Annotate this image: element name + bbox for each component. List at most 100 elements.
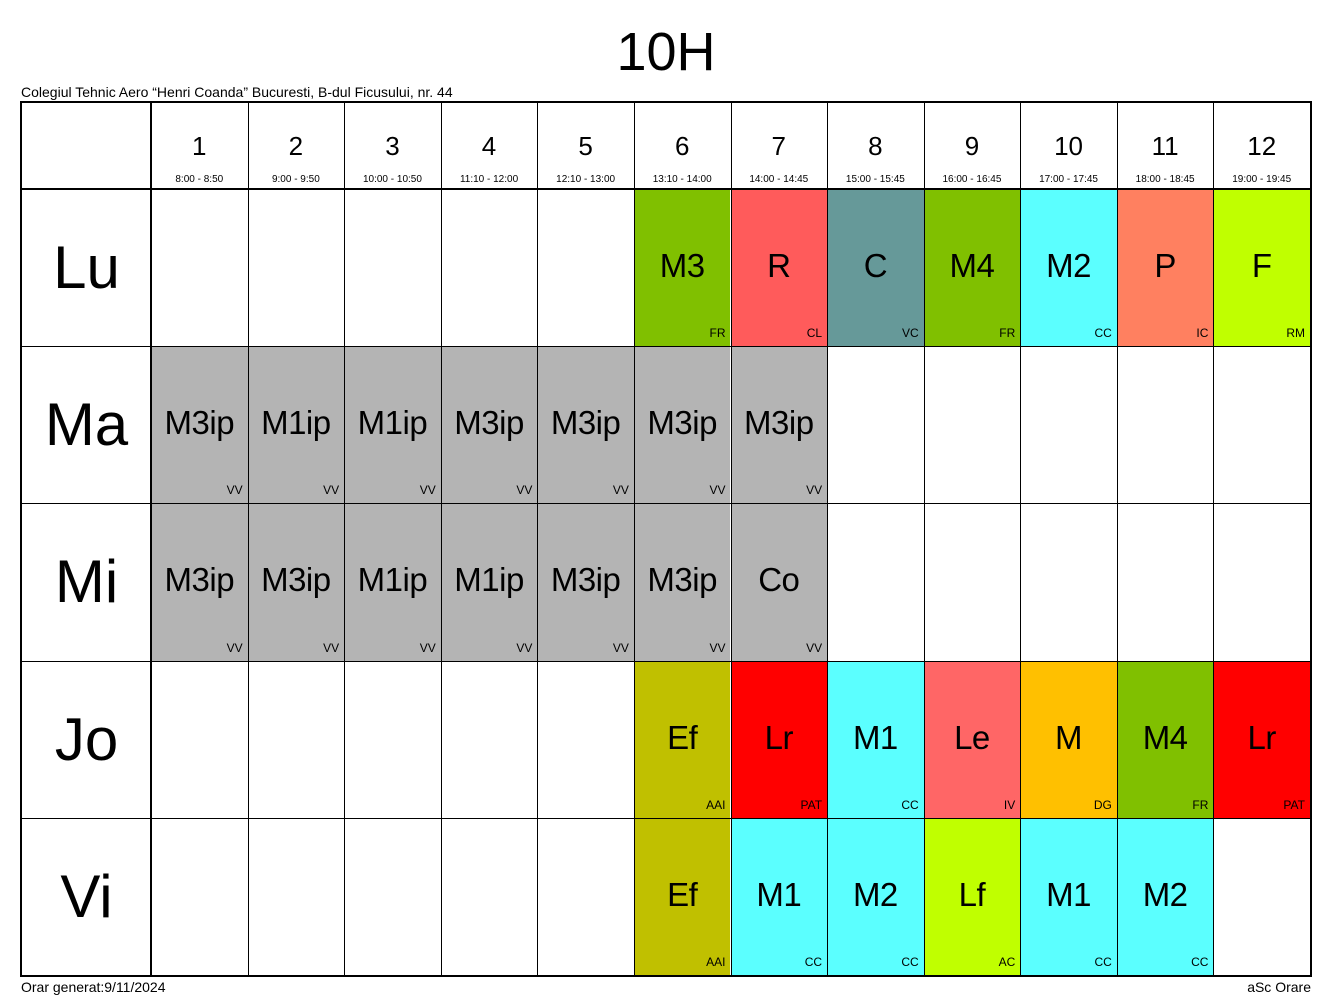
day-header: Ma <box>22 346 151 503</box>
lesson-cell: Lr PAT <box>730 660 828 818</box>
lesson-teacher: PAT <box>1283 797 1305 812</box>
lesson-cell: Ef AAI <box>633 660 731 818</box>
lesson-subject: M1 <box>756 875 802 913</box>
lesson-subject: M3ip <box>744 404 814 442</box>
grid-line <box>1117 103 1118 975</box>
lesson-subject: M1ip <box>357 561 428 599</box>
lesson-teacher: PAT <box>800 797 823 812</box>
generated-date: Orar generat:9/11/2024 <box>21 979 166 995</box>
school-name: Colegiul Tehnic Aero “Henri Coanda” Bucu… <box>21 84 453 100</box>
lesson-cell: Lf AC <box>923 817 1021 975</box>
period-number: 11 <box>1151 131 1179 161</box>
lesson-subject: M1ip <box>357 404 428 442</box>
period-number: 3 <box>385 131 400 161</box>
lesson-teacher: VV <box>323 483 340 498</box>
lesson-teacher: VV <box>516 483 533 498</box>
lesson-teacher: FR <box>709 326 726 341</box>
period-number: 2 <box>288 131 304 161</box>
lesson-subject: M <box>1055 718 1083 756</box>
empty-cell <box>1117 346 1214 503</box>
grid-line <box>22 346 1310 347</box>
lesson-teacher: VV <box>709 640 726 655</box>
lesson-subject: M2 <box>852 875 898 913</box>
empty-cell <box>924 503 1021 660</box>
period-time: 18:00 - 18:45 <box>1135 174 1195 185</box>
lesson-cell: M3ip VV <box>633 346 731 504</box>
lesson-teacher: CC <box>804 954 823 969</box>
lesson-subject: Co <box>758 561 800 599</box>
day-header: Mi <box>22 503 151 660</box>
lesson-cell: M2 CC <box>827 817 924 975</box>
grid-line <box>150 103 152 975</box>
period-time: 9:00 - 9:50 <box>271 174 320 185</box>
lesson-teacher: AAI <box>706 954 726 969</box>
day-label: Lu <box>53 234 120 301</box>
period-header: 4 11:10 - 12:00 <box>441 103 538 189</box>
lesson-cell: M1ip VV <box>344 503 441 661</box>
period-number: 5 <box>578 131 593 161</box>
lesson-subject: M1ip <box>454 561 524 599</box>
lesson-subject: M3 <box>659 247 705 284</box>
lesson-subject: M2 <box>1046 247 1091 284</box>
day-header: Jo <box>22 661 151 818</box>
empty-cell <box>248 189 345 346</box>
empty-cell <box>1213 818 1310 975</box>
empty-cell <box>248 818 345 975</box>
empty-cell <box>151 189 248 346</box>
lesson-teacher: DG <box>1093 797 1112 812</box>
lesson-subject: M3ip <box>647 561 717 599</box>
grid-line <box>22 661 1310 662</box>
lesson-cell: Le IV <box>923 660 1021 818</box>
lesson-cell: C VC <box>827 189 924 347</box>
lesson-cell: M3ip VV <box>440 346 538 504</box>
grid-line <box>537 103 538 975</box>
lesson-subject: P <box>1154 247 1176 284</box>
lesson-cell: M1 CC <box>1020 817 1117 975</box>
lesson-subject: M4 <box>1142 718 1188 756</box>
lesson-teacher: VV <box>323 640 340 655</box>
lesson-teacher: IC <box>1196 326 1209 341</box>
lesson-subject: Le <box>954 718 990 756</box>
period-header: 1 8:00 - 8:50 <box>151 103 248 189</box>
lesson-subject: Lr <box>1247 718 1277 756</box>
lesson-cell: M1ip VV <box>344 346 441 504</box>
lesson-subject: Ef <box>667 875 698 913</box>
lesson-subject: M1ip <box>261 404 331 442</box>
lesson-subject: M1 <box>1046 875 1091 913</box>
grid-line <box>248 103 249 975</box>
lesson-subject: F <box>1251 247 1272 284</box>
lesson-teacher: CC <box>1191 954 1209 969</box>
lesson-teacher: FR <box>999 326 1016 341</box>
empty-cell <box>1020 346 1117 503</box>
lesson-teacher: VV <box>612 483 629 498</box>
lesson-cell: M2 CC <box>1116 817 1214 975</box>
empty-cell <box>1020 503 1117 660</box>
grid-line <box>1213 103 1214 975</box>
lesson-subject: M1 <box>852 718 898 756</box>
period-header: 10 17:00 - 17:45 <box>1020 103 1117 189</box>
empty-cell <box>151 661 248 818</box>
lesson-cell: F RM <box>1213 189 1310 347</box>
lesson-teacher: IV <box>1003 797 1016 812</box>
lesson-teacher: AAI <box>706 797 726 812</box>
period-header: 6 13:10 - 14:00 <box>634 103 731 189</box>
period-header: 2 9:00 - 9:50 <box>248 103 345 189</box>
empty-cell <box>537 661 634 818</box>
lesson-cell: M1 CC <box>730 817 828 975</box>
grid-line <box>1020 103 1021 975</box>
lesson-cell: P IC <box>1116 189 1214 347</box>
lesson-cell: Co VV <box>730 503 828 661</box>
lesson-subject: Lf <box>958 875 986 913</box>
period-time: 13:10 - 14:00 <box>652 174 712 185</box>
grid-line <box>22 188 1310 190</box>
empty-cell <box>1117 503 1214 660</box>
lesson-cell: M1ip VV <box>440 503 538 661</box>
lesson-cell: M4 FR <box>1116 660 1214 818</box>
lesson-teacher: RM <box>1286 326 1305 341</box>
empty-cell <box>344 818 441 975</box>
lesson-teacher: VV <box>419 640 436 655</box>
grid-line <box>827 103 828 975</box>
period-number: 1 <box>192 131 207 161</box>
grid-line <box>344 103 345 975</box>
empty-cell <box>441 661 538 818</box>
